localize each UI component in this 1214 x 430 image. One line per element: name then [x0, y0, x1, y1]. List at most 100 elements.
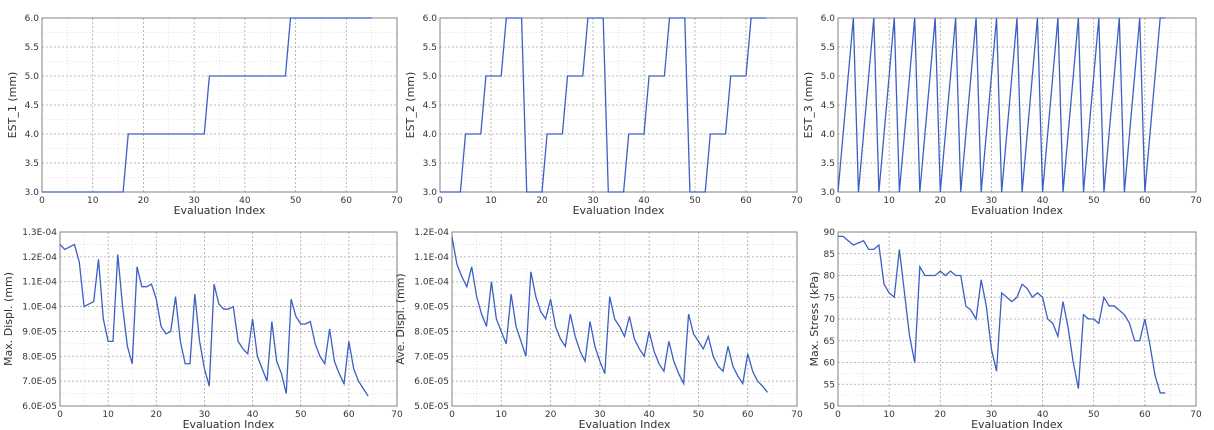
chart-panel-3: 0 10 20 30 40 50 60 70 3.0 3.5 4.0 4.5 5.0 5.5 6.0 Eval… [802, 14, 1202, 217]
x-tick-label: 10 [485, 196, 497, 206]
chart-panel-4: 0 10 20 30 40 50 60 70 6.0E-05 7.0E-05 8.0E-05 9.0E… [2, 228, 403, 430]
y-tick-label: 5.0 [821, 72, 836, 82]
y-tick-label: 8.0E-05 [414, 327, 449, 337]
y-tick-label: 1.2E-04 [22, 253, 57, 263]
series-line-1 [451, 236, 768, 393]
x-tick-label: 60 [1139, 410, 1151, 420]
y-tick-label: 5.0 [423, 72, 438, 82]
y-tick-label: 6.0E-05 [22, 402, 57, 412]
y-tick-label: 3.0 [821, 188, 836, 198]
series-line-1 [837, 17, 1166, 193]
x-tick-label: 70 [791, 410, 803, 420]
y-tick-label: 3.0 [25, 188, 40, 198]
plot-frame [837, 231, 1197, 407]
x-tick-label: 50 [1088, 196, 1100, 206]
x-tick-label: 70 [791, 196, 803, 206]
x-tick-label: 40 [1037, 196, 1049, 206]
y-tick-label: 6.0 [423, 14, 438, 24]
chart-panel-2: 0 10 20 30 40 50 60 70 3.0 3.5 4.0 4.5 5.0 5.5 6.0 Eval… [404, 14, 803, 217]
x-tick-label: 70 [391, 410, 403, 420]
x-tick-label: 30 [986, 410, 998, 420]
y-tick-label: 5.0 [25, 72, 40, 82]
y-tick-label: 6.0E-05 [414, 377, 449, 387]
x-tick-label: 10 [87, 196, 99, 206]
x-tick-label: 30 [188, 196, 200, 206]
x-tick-label: 40 [239, 196, 251, 206]
x-tick-label: 0 [449, 410, 455, 420]
y-tick-label: 7.0E-05 [414, 352, 449, 362]
series-line-1 [42, 17, 372, 193]
y-axis-label: EST_2 (mm) [404, 72, 417, 139]
y-tick-label: 4.0 [25, 130, 40, 140]
y-tick-label: 3.5 [821, 159, 835, 169]
series-line-1 [838, 235, 1166, 394]
x-tick-label: 60 [1139, 196, 1151, 206]
x-tick-label: 50 [1088, 410, 1100, 420]
x-tick-label: 0 [57, 410, 63, 420]
x-tick-label: 70 [391, 196, 403, 206]
x-axis-label: Evaluation Index [174, 204, 266, 217]
y-axis-label: Ave. Displ. (mm) [394, 273, 407, 364]
x-tick-label: 10 [883, 196, 895, 206]
y-axis-label: Max. Displ. (mm) [2, 272, 15, 366]
chart-panel-5: 0 10 20 30 40 50 60 70 5.0E-05 6.0E-05 7.0E-05 8.0E… [394, 228, 803, 430]
y-tick-label: 1.1E-04 [414, 253, 449, 263]
y-tick-label: 9.0E-05 [414, 303, 449, 313]
y-tick-label: 80 [824, 272, 836, 282]
x-tick-label: 60 [740, 196, 752, 206]
y-tick-label: 3.5 [423, 159, 437, 169]
y-tick-label: 1.1E-04 [22, 278, 57, 288]
x-axis-label: Evaluation Index [573, 204, 665, 217]
x-tick-label: 30 [986, 196, 998, 206]
x-tick-label: 50 [295, 410, 307, 420]
x-tick-label: 20 [545, 410, 557, 420]
y-tick-label: 4.5 [25, 101, 39, 111]
x-tick-label: 60 [343, 410, 355, 420]
y-tick-label: 5.5 [821, 43, 835, 53]
y-tick-label: 65 [824, 337, 835, 347]
chart-panel-6: 0 10 20 30 40 50 60 70 50 55 60 65 70 75 80 85 90 Evaluat… [808, 228, 1202, 430]
x-axis-label: Evaluation Index [579, 418, 671, 430]
x-axis-label: Evaluation Index [183, 418, 275, 430]
y-tick-label: 4.5 [821, 101, 835, 111]
y-tick-label: 3.5 [25, 159, 39, 169]
y-tick-label: 1.3E-04 [22, 228, 57, 238]
y-axis-label: Max. Stress (kPa) [808, 272, 821, 367]
x-tick-label: 50 [689, 196, 701, 206]
x-tick-label: 20 [935, 196, 947, 206]
x-tick-label: 60 [742, 410, 754, 420]
y-tick-label: 60 [824, 359, 836, 369]
y-tick-label: 1.0E-04 [414, 278, 449, 288]
x-tick-label: 40 [1037, 410, 1049, 420]
x-tick-label: 60 [341, 196, 353, 206]
x-tick-label: 30 [587, 196, 599, 206]
x-axis-label: Evaluation Index [971, 418, 1063, 430]
x-axis-label: Evaluation Index [971, 204, 1063, 217]
x-tick-label: 20 [151, 410, 163, 420]
y-tick-label: 8.0E-05 [22, 352, 57, 362]
y-tick-label: 50 [824, 402, 836, 412]
x-tick-label: 20 [536, 196, 548, 206]
x-tick-label: 0 [835, 196, 841, 206]
plot-frame [41, 17, 398, 193]
x-tick-label: 40 [247, 410, 259, 420]
y-tick-label: 4.5 [423, 101, 437, 111]
plot-frame [59, 231, 398, 407]
x-tick-label: 30 [199, 410, 211, 420]
series-line-1 [59, 243, 369, 397]
x-tick-label: 0 [835, 410, 841, 420]
x-tick-label: 40 [638, 196, 650, 206]
y-tick-label: 9.0E-05 [22, 327, 57, 337]
x-tick-label: 10 [496, 410, 508, 420]
y-tick-label: 7.0E-05 [22, 377, 57, 387]
y-tick-label: 55 [824, 380, 835, 390]
y-tick-label: 1.0E-04 [22, 303, 57, 313]
x-tick-label: 50 [290, 196, 302, 206]
y-tick-label: 1.2E-04 [414, 228, 449, 238]
x-tick-label: 30 [594, 410, 606, 420]
y-tick-label: 3.0 [423, 188, 438, 198]
y-tick-label: 5.5 [25, 43, 39, 53]
x-tick-label: 10 [102, 410, 114, 420]
y-axis-label: EST_1 (mm) [6, 72, 19, 139]
